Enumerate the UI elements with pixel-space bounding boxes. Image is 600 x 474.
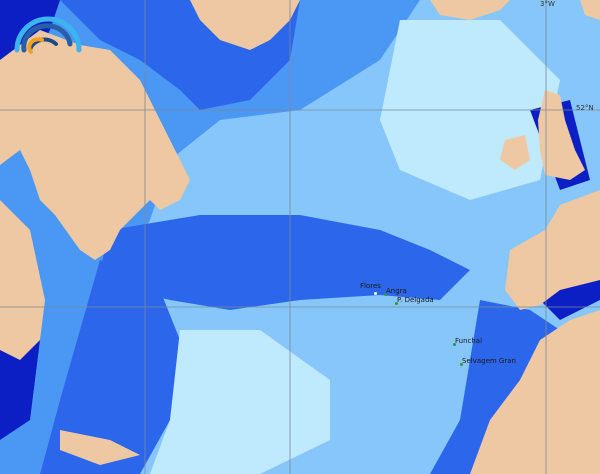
place-marker (453, 343, 456, 346)
ireland-land (500, 135, 530, 170)
place-label-angra: Angra (386, 287, 407, 295)
north-america-land (0, 30, 190, 260)
place-marker (384, 293, 387, 296)
longitude-label: 3°W (540, 0, 555, 8)
iceland-land (430, 0, 510, 20)
norway-land (580, 0, 600, 20)
great-britain-land (538, 90, 585, 180)
iberia-land (505, 190, 600, 310)
latitude-label: 52°N (576, 104, 594, 112)
place-label-flores: Flores (360, 282, 381, 290)
ocean-zone-east (430, 300, 560, 474)
place-label-selvagem: Selvagem Gran (462, 357, 516, 365)
cuba-land (60, 430, 140, 465)
place-label-funchal: Funchal (455, 337, 483, 345)
logo-arcs-icon (14, 16, 82, 54)
ocean-band-dark (100, 215, 470, 310)
us-east-coast-land (0, 200, 45, 360)
place-marker (460, 363, 463, 366)
place-marker (374, 292, 377, 295)
ocean-deep-sw (0, 330, 40, 440)
place-marker (395, 302, 398, 305)
ocean-zone-pale-sw (150, 330, 330, 474)
greenland-land (190, 0, 300, 50)
africa-land (470, 310, 600, 474)
place-label-p-delgada: P. Delgada (397, 296, 434, 304)
